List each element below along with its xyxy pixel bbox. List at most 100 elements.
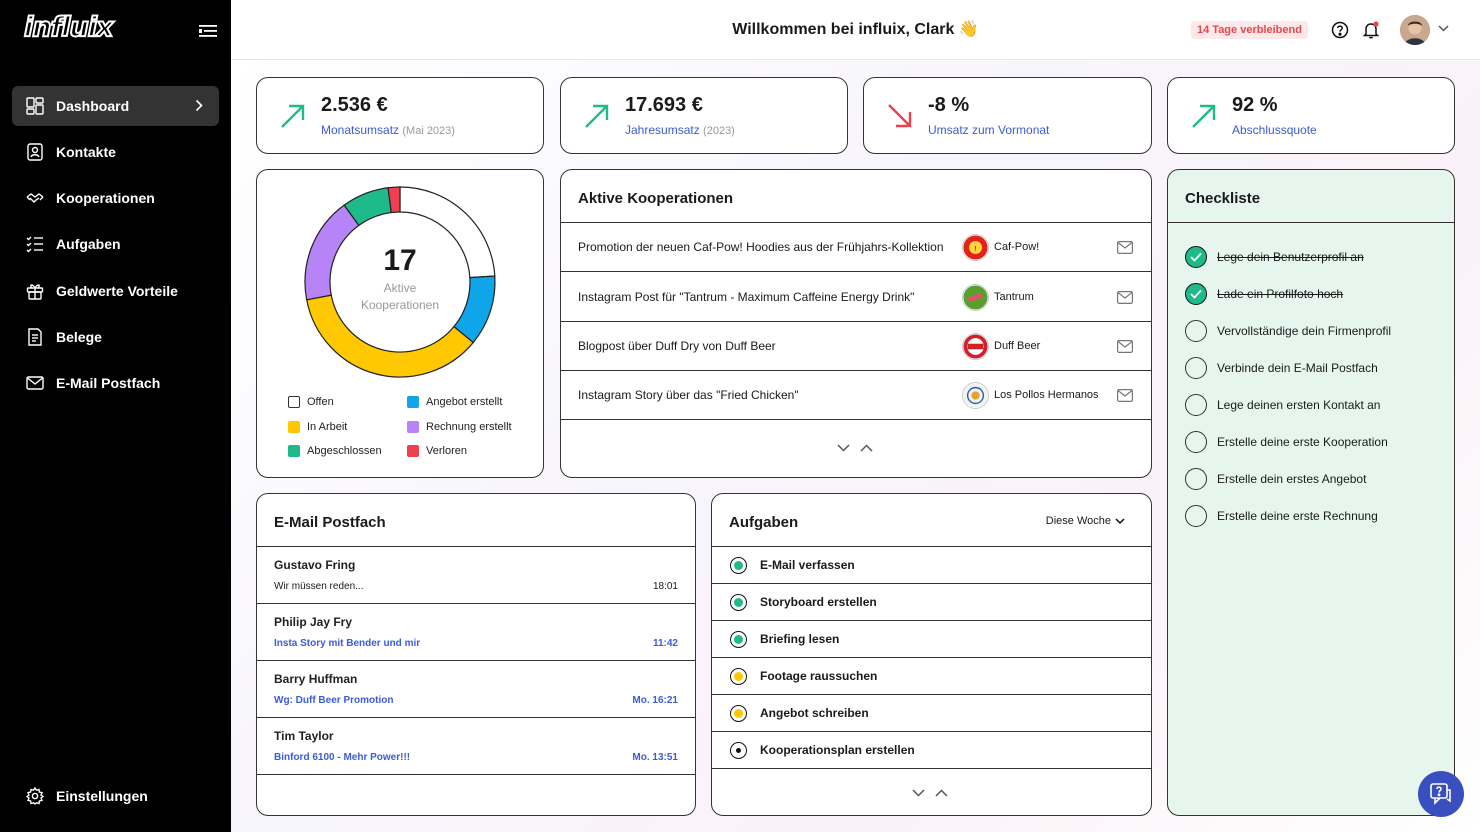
svg-text:!: ! [974, 244, 977, 252]
mail-icon[interactable] [1117, 389, 1133, 402]
tasks-card: Aufgaben Diese Woche E-Mail verfassen St… [711, 493, 1152, 816]
gear-icon [26, 787, 44, 805]
card-title: Aufgaben [729, 514, 799, 531]
chat-support-button[interactable] [1418, 771, 1464, 817]
task-row[interactable]: Angebot schreiben [712, 695, 1151, 732]
task-status-icon [730, 594, 747, 611]
checklist-item[interactable]: Vervollständige dein Firmenprofil [1185, 320, 1391, 342]
checklist-item[interactable]: Erstelle dein erstes Angebot [1185, 468, 1366, 490]
task-row[interactable]: Footage raussuchen [712, 658, 1151, 695]
brand-logo-los-pollos [962, 382, 989, 409]
task-status-icon [730, 668, 747, 685]
check-empty-icon [1185, 431, 1207, 453]
cooperation-row[interactable]: Instagram Story über das "Fried Chicken"… [561, 371, 1151, 420]
sidebar-item-kooperationen[interactable]: Kooperationen [12, 178, 219, 218]
sidebar-item-label: Dashboard [56, 98, 130, 114]
chevron-down-icon[interactable] [912, 789, 925, 797]
sidebar-item-belege[interactable]: Belege [12, 317, 219, 357]
sidebar-item-label: Kontakte [56, 144, 116, 160]
sidebar-item-aufgaben[interactable]: Aufgaben [12, 224, 219, 264]
task-status-icon [730, 742, 747, 759]
dashboard-icon [26, 97, 44, 115]
kpi-card-abschlussquote[interactable]: 92 % Abschlussquote [1167, 77, 1455, 154]
kpi-card-monatsumsatz[interactable]: 2.536 € Monatsumsatz (Mai 2023) [256, 77, 544, 154]
sidebar-item-label: Belege [56, 329, 102, 345]
chevron-up-icon[interactable] [935, 789, 948, 797]
email-subject: Binford 6100 - Mehr Power!!! [274, 752, 411, 763]
brand-logo-cafpow: ! [962, 234, 989, 261]
chevron-down-icon[interactable] [837, 444, 850, 452]
cooperation-row[interactable]: Promotion der neuen Caf-Pow! Hoodies aus… [561, 223, 1151, 272]
sidebar-item-email-postfach[interactable]: E-Mail Postfach [12, 363, 219, 403]
email-time: Mo. 16:21 [632, 695, 678, 706]
email-row[interactable]: Tim Taylor Binford 6100 - Mehr Power!!! … [257, 718, 695, 775]
chevron-down-icon [1115, 517, 1125, 524]
check-empty-icon [1185, 357, 1207, 379]
kpi-label: Jahresumsatz (2023) [625, 123, 735, 137]
email-time: Mo. 13:51 [632, 752, 678, 763]
checklist-item[interactable]: Lege dein Benutzerprofil an [1185, 246, 1364, 268]
task-label: E-Mail verfassen [760, 558, 855, 572]
sidebar-item-geldwerte-vorteile[interactable]: Geldwerte Vorteile [12, 271, 219, 311]
chevron-down-icon[interactable] [1438, 25, 1449, 32]
receipt-icon [26, 328, 44, 346]
kpi-value: -8 % [928, 94, 970, 116]
task-row[interactable]: Kooperationsplan erstellen [712, 732, 1151, 769]
sidebar-item-einstellungen[interactable]: Einstellungen [12, 776, 219, 816]
email-row[interactable]: Gustavo Fring Wir müssen reden... 18:01 [257, 547, 695, 604]
checklist-item[interactable]: Lege deinen ersten Kontakt an [1185, 394, 1380, 416]
sidebar-item-kontakte[interactable]: Kontakte [12, 132, 219, 172]
sidebar-item-dashboard[interactable]: Dashboard [12, 86, 219, 126]
sidebar-item-label: E-Mail Postfach [56, 375, 161, 391]
donut-segment-verloren[interactable] [387, 186, 401, 214]
legend-item-abgeschlossen: Abgeschlossen [288, 445, 382, 457]
trial-badge[interactable]: 14 Tage verbleibend [1191, 21, 1308, 39]
legend-item-angebot: Angebot erstellt [407, 396, 502, 408]
legend-item-offen: Offen [288, 396, 334, 408]
checklist-card: Checkliste Lege dein Benutzerprofil an L… [1167, 169, 1455, 816]
checklist-item[interactable]: Erstelle deine erste Rechnung [1185, 505, 1378, 527]
checklist-item[interactable]: Verbinde dein E-Mail Postfach [1185, 357, 1378, 379]
mail-icon[interactable] [1117, 241, 1133, 254]
legend-swatch [288, 396, 300, 408]
cooperation-title: Blogpost über Duff Dry von Duff Beer [578, 339, 776, 353]
email-subject: Insta Story mit Bender und mir [274, 638, 421, 649]
help-icon[interactable] [1331, 21, 1349, 39]
brand-name: Duff Beer [994, 340, 1041, 352]
task-row[interactable]: Storyboard erstellen [712, 584, 1151, 621]
task-row[interactable]: Briefing lesen [712, 621, 1151, 658]
cooperation-row[interactable]: Blogpost über Duff Dry von Duff Beer Duf… [561, 322, 1151, 371]
user-avatar[interactable] [1400, 15, 1430, 45]
cooperation-donut-chart [304, 186, 496, 378]
contact-icon [26, 143, 44, 161]
menu-toggle-icon[interactable] [199, 24, 217, 38]
week-filter-dropdown[interactable]: Diese Woche [1046, 515, 1125, 527]
card-title: Checkliste [1185, 190, 1261, 207]
email-row[interactable]: Philip Jay Fry Insta Story mit Bender un… [257, 604, 695, 661]
brand-name: Caf-Pow! [994, 241, 1040, 253]
chevron-up-icon[interactable] [860, 444, 873, 452]
mail-icon[interactable] [1117, 291, 1133, 304]
kpi-card-jahresumsatz[interactable]: 17.693 € Jahresumsatz (2023) [560, 77, 848, 154]
bell-icon[interactable] [1362, 21, 1380, 39]
email-row[interactable]: Barry Huffman Wg: Duff Beer Promotion Mo… [257, 661, 695, 718]
checklist-item[interactable]: Lade ein Profilfoto hoch [1185, 283, 1343, 305]
influix-logo[interactable]: influix [23, 11, 114, 44]
cooperation-status-card: 17 Aktive Kooperationen Offen Angebot ers… [256, 169, 544, 478]
checklist-item[interactable]: Erstelle deine erste Kooperation [1185, 431, 1388, 453]
card-title: Aktive Kooperationen [578, 190, 734, 207]
active-coop-count: 17 [383, 244, 417, 277]
task-status-icon [730, 705, 747, 722]
check-empty-icon [1185, 320, 1207, 342]
sidebar: influix Dashboard Kontakte Kooperationen… [0, 0, 231, 832]
cooperation-title: Instagram Post für "Tantrum - Maximum Ca… [578, 290, 915, 304]
brand-name: Los Pollos Hermanos [994, 389, 1099, 401]
check-done-icon [1185, 283, 1207, 305]
legend-item-rechnung: Rechnung erstellt [407, 421, 512, 433]
legend-swatch [288, 445, 300, 457]
mail-icon[interactable] [1117, 340, 1133, 353]
cooperation-row[interactable]: Instagram Post für "Tantrum - Maximum Ca… [561, 273, 1151, 322]
email-subject: Wg: Duff Beer Promotion [274, 695, 394, 706]
task-row[interactable]: E-Mail verfassen [712, 547, 1151, 584]
kpi-card-umsatz-vormonat[interactable]: -8 % Umsatz zum Vormonat [863, 77, 1152, 154]
